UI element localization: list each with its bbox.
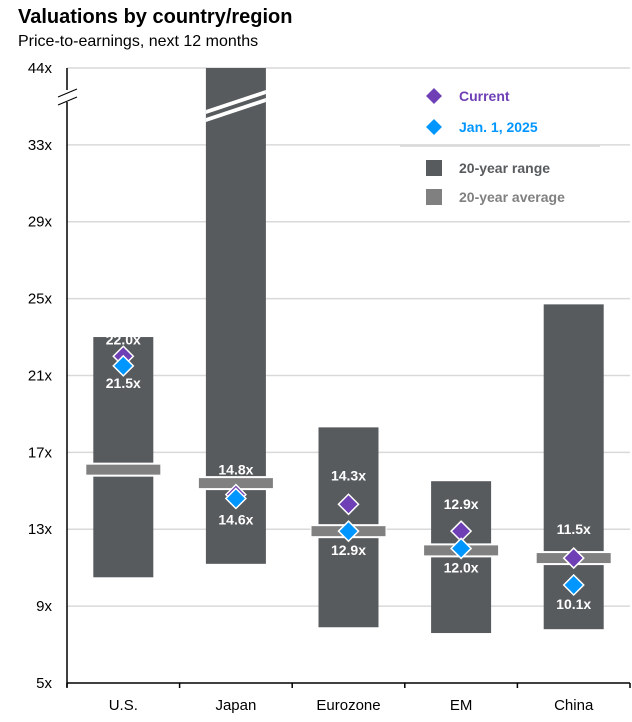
y-tick-label: 17x (28, 444, 53, 461)
axis-break-mark (57, 96, 78, 106)
y-tick-label: 5x (36, 675, 52, 692)
markers (112, 345, 585, 597)
chart-title: Valuations by country/region (18, 6, 293, 28)
jan2025-data-label: 14.6x (218, 511, 253, 527)
jan2025-data-label: 12.9x (331, 542, 366, 558)
current-data-label: 14.3x (331, 467, 366, 483)
range-legend-icon (426, 160, 442, 176)
current-marker (337, 493, 360, 516)
average-marker (198, 478, 273, 489)
axes: 5x 9x 13x 17x 21x 25x 29x 33x 44x U.S. Japan Eurozo… (28, 60, 631, 714)
legend: Current Jan. 1, 2025 20-year range 20-year … (400, 85, 600, 205)
y-tick-label: 29x (28, 214, 53, 231)
range-bars (85, 68, 612, 634)
y-tick-label: 9x (36, 598, 52, 615)
range-legend-label: 20-year range (459, 160, 550, 176)
y-tick-label: 33x (28, 137, 53, 154)
x-category-label: China (554, 697, 594, 714)
jan2025-legend-icon (423, 116, 445, 138)
average-legend-icon (426, 189, 442, 205)
jan2025-marker (224, 487, 247, 510)
x-category-label: U.S. (109, 697, 138, 714)
current-data-label: 12.9x (444, 496, 479, 512)
y-tick-label: 13x (28, 521, 53, 538)
chart-subtitle: Price-to-earnings, next 12 months (18, 33, 259, 50)
jan2025-data-label: 10.1x (556, 596, 591, 612)
y-tick-label: 44x (28, 60, 53, 77)
jan2025-legend-label: Jan. 1, 2025 (459, 119, 538, 135)
gridlines (67, 67, 630, 607)
axis-break-mark (57, 88, 78, 98)
x-category-label: EM (450, 697, 473, 714)
current-marker (562, 547, 585, 570)
jan2025-marker (562, 573, 585, 597)
current-data-label: 14.8x (218, 462, 253, 478)
jan2025-marker (112, 354, 135, 377)
current-data-label: 11.5x (557, 521, 591, 537)
current-legend-icon (423, 85, 445, 107)
bar-break-mark (205, 90, 266, 114)
jan2025-data-label: 12.0x (444, 559, 479, 575)
jan2025-data-label: 21.5x (106, 375, 141, 391)
bar-break-mark (205, 98, 266, 122)
current-legend-label: Current (459, 88, 510, 104)
current-data-label: 22.0x (106, 331, 141, 347)
jan2025-marker (337, 520, 360, 543)
jan2025-marker (450, 537, 473, 560)
y-tick-label: 25x (28, 291, 53, 308)
x-category-label: Japan (215, 697, 256, 714)
average-marker (86, 464, 161, 475)
x-category-label: Eurozone (316, 697, 380, 714)
data-labels: 22.0x 21.5x 14.8x 14.6x 14.3x 12.9x 12.9x 12.0x… (106, 331, 592, 612)
y-tick-label: 21x (28, 367, 53, 384)
range-bar (93, 337, 154, 578)
average-legend-label: 20-year average (459, 189, 565, 205)
axis-break-gap (64, 90, 70, 102)
